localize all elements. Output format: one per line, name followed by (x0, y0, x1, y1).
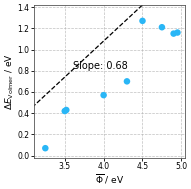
Point (141, 19, 144, 22)
Point (172, 32, 175, 35)
X-axis label: $\overline{\Phi}$ / eV: $\overline{\Phi}$ / eV (95, 172, 124, 186)
Point (63, 110, 66, 113)
Point (102, 94, 105, 97)
Text: Slope: 0.68: Slope: 0.68 (73, 61, 127, 71)
Point (65, 108, 68, 112)
Point (44, 147, 47, 150)
Point (125, 80, 129, 83)
Y-axis label: $\Delta E_{\mathrm{Volmer}}$ / eV: $\Delta E_{\mathrm{Volmer}}$ / eV (3, 53, 16, 110)
Point (176, 31, 179, 34)
Point (160, 26, 163, 29)
